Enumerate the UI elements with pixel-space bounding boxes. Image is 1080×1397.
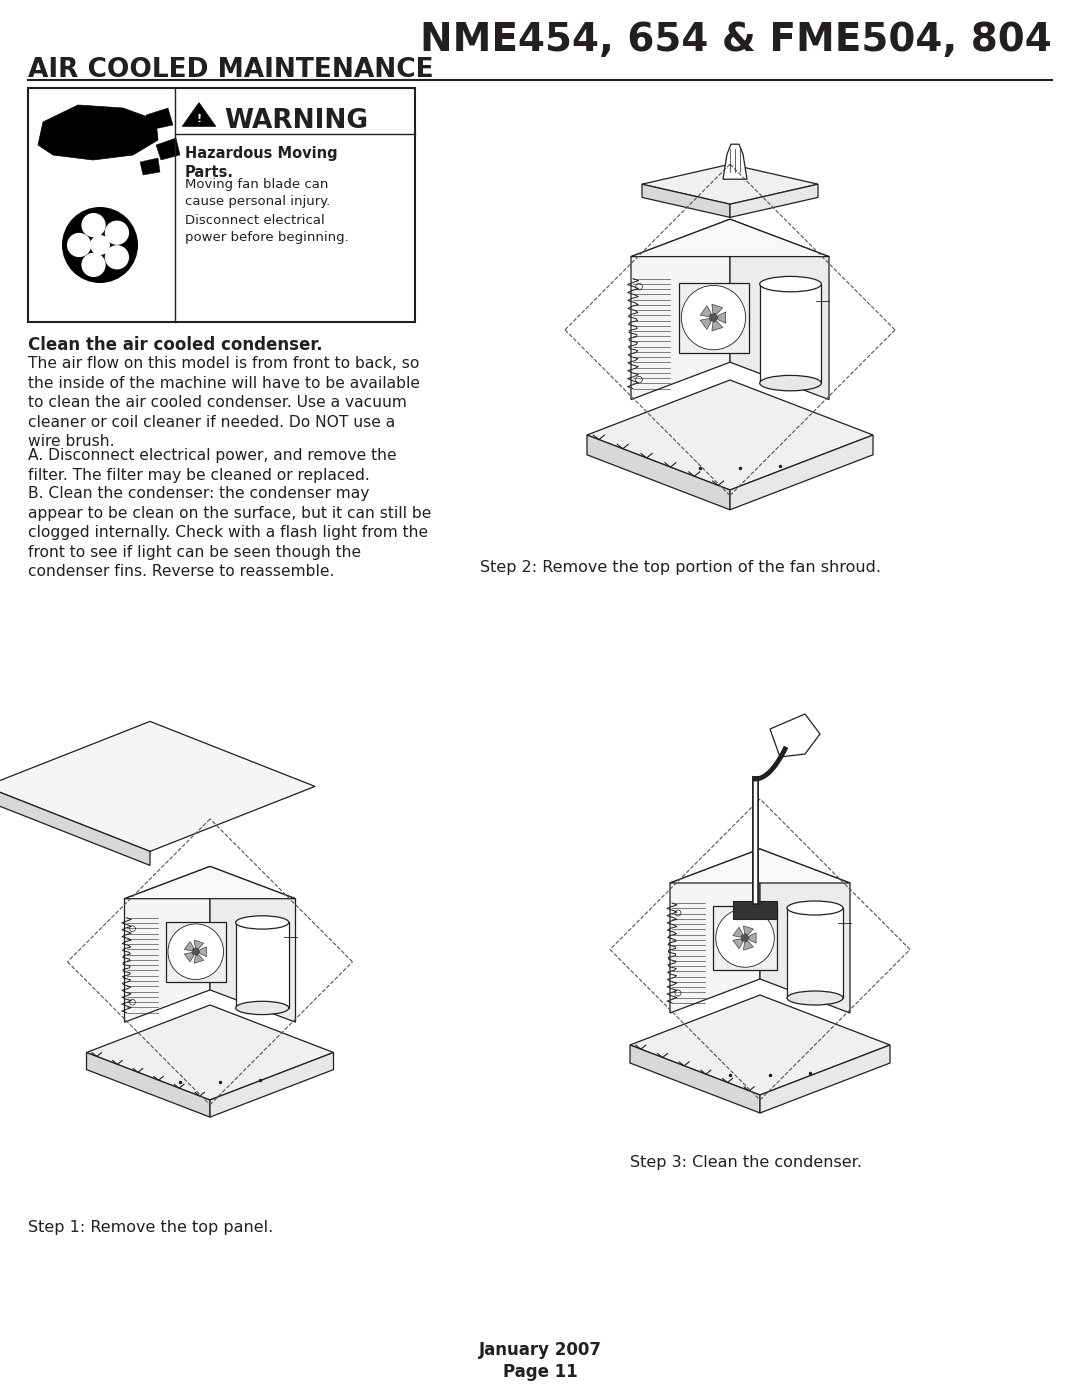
Polygon shape [743, 926, 754, 935]
Text: Page 11: Page 11 [502, 1363, 578, 1382]
Polygon shape [700, 306, 711, 317]
Polygon shape [146, 108, 173, 130]
Bar [759, 284, 821, 383]
Polygon shape [733, 928, 743, 937]
Polygon shape [642, 184, 730, 218]
Ellipse shape [787, 901, 843, 915]
Circle shape [81, 212, 106, 237]
Circle shape [67, 233, 91, 257]
Polygon shape [630, 1045, 760, 1113]
Polygon shape [124, 866, 210, 1023]
Text: !: ! [197, 115, 202, 124]
Polygon shape [723, 144, 747, 179]
Text: Step 1: Remove the top panel.: Step 1: Remove the top panel. [28, 1220, 273, 1235]
Polygon shape [631, 219, 730, 400]
Polygon shape [156, 138, 180, 161]
Polygon shape [748, 933, 756, 943]
Polygon shape [183, 102, 216, 126]
Text: AIR COOLED MAINTENANCE: AIR COOLED MAINTENANCE [28, 57, 434, 82]
Polygon shape [124, 866, 296, 898]
Polygon shape [712, 321, 723, 331]
Circle shape [105, 244, 130, 270]
Text: WARNING: WARNING [225, 108, 368, 134]
Polygon shape [713, 907, 777, 970]
Text: 2: 2 [96, 240, 104, 250]
Polygon shape [165, 922, 226, 982]
Text: Hazardous Moving
Parts.: Hazardous Moving Parts. [185, 147, 338, 180]
Text: Step 3: Clean the condenser.: Step 3: Clean the condenser. [630, 1155, 862, 1171]
Polygon shape [770, 714, 820, 757]
Polygon shape [733, 939, 743, 949]
Text: Clean the air cooled condenser.: Clean the air cooled condenser. [28, 337, 323, 353]
Polygon shape [730, 219, 829, 400]
Polygon shape [678, 282, 748, 352]
Text: Step 2: Remove the top portion of the fan shroud.: Step 2: Remove the top portion of the fa… [480, 560, 880, 576]
Polygon shape [743, 942, 754, 950]
Ellipse shape [759, 376, 821, 391]
Circle shape [130, 999, 135, 1004]
Polygon shape [712, 305, 723, 314]
Polygon shape [730, 434, 873, 510]
Polygon shape [140, 158, 160, 175]
Text: January 2007: January 2007 [478, 1341, 602, 1359]
Ellipse shape [235, 1002, 288, 1014]
Ellipse shape [787, 990, 843, 1004]
Polygon shape [86, 1052, 210, 1118]
Polygon shape [194, 940, 204, 949]
Polygon shape [670, 849, 850, 883]
Polygon shape [670, 849, 760, 1013]
Ellipse shape [759, 277, 821, 292]
Polygon shape [730, 184, 818, 218]
Polygon shape [733, 901, 777, 919]
Polygon shape [194, 954, 204, 964]
Circle shape [168, 923, 224, 979]
Bar [787, 908, 843, 997]
Text: NME454, 654 & FME504, 804: NME454, 654 & FME504, 804 [420, 21, 1052, 59]
Polygon shape [210, 866, 296, 1023]
Polygon shape [631, 219, 829, 257]
Circle shape [636, 284, 643, 291]
Polygon shape [630, 995, 890, 1095]
Circle shape [710, 314, 717, 321]
Polygon shape [0, 787, 150, 865]
Polygon shape [185, 953, 193, 963]
Text: B. Clean the condenser: the condenser may
appear to be clean on the surface, but: B. Clean the condenser: the condenser ma… [28, 486, 431, 580]
Polygon shape [588, 434, 730, 510]
Circle shape [636, 376, 643, 383]
Polygon shape [38, 105, 158, 161]
Polygon shape [86, 1004, 334, 1099]
Circle shape [675, 990, 681, 996]
Text: Disconnect electrical
power before beginning.: Disconnect electrical power before begin… [185, 214, 349, 243]
Polygon shape [200, 947, 206, 957]
Circle shape [81, 253, 106, 277]
Polygon shape [760, 849, 850, 1013]
Circle shape [716, 909, 774, 967]
Text: A. Disconnect electrical power, and remove the
filter. The filter may be cleaned: A. Disconnect electrical power, and remo… [28, 448, 396, 482]
Polygon shape [0, 721, 315, 851]
Text: The air flow on this model is from front to back, so
the inside of the machine w: The air flow on this model is from front… [28, 356, 420, 450]
Polygon shape [588, 380, 873, 490]
Polygon shape [718, 312, 726, 323]
Circle shape [192, 949, 199, 956]
Circle shape [105, 221, 130, 244]
Circle shape [742, 935, 748, 942]
Bar [28, 88, 415, 321]
Circle shape [681, 285, 745, 349]
Circle shape [62, 207, 138, 284]
Polygon shape [185, 942, 193, 951]
Bar [235, 922, 288, 1009]
Circle shape [90, 235, 110, 256]
Polygon shape [210, 1052, 334, 1118]
Text: Moving fan blade can
cause personal injury.: Moving fan blade can cause personal inju… [185, 177, 330, 208]
Polygon shape [642, 165, 818, 204]
Ellipse shape [235, 916, 288, 929]
Circle shape [675, 909, 681, 916]
Polygon shape [700, 319, 711, 330]
Circle shape [130, 926, 135, 932]
Polygon shape [760, 1045, 890, 1113]
